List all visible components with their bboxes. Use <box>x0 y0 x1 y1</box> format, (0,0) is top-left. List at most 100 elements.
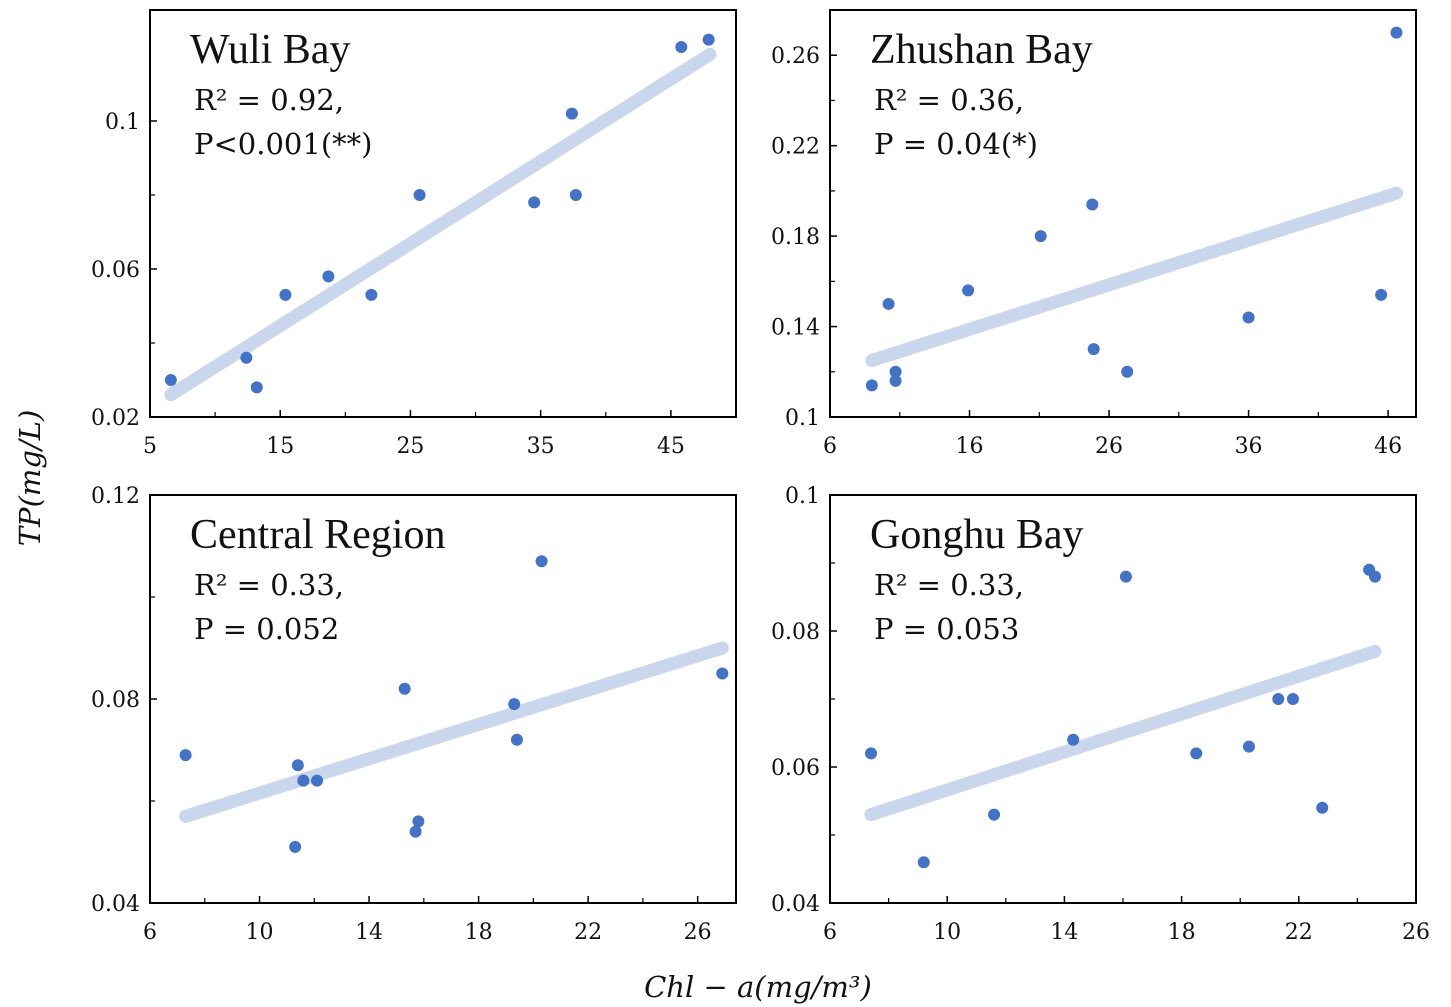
x-axis-title: Chl − a(mg/m³) <box>644 970 872 1004</box>
y-tick-label: 0.26 <box>771 44 820 69</box>
data-point <box>1121 365 1134 378</box>
data-point <box>889 365 902 378</box>
y-tick-label: 0.1 <box>785 406 820 431</box>
x-tick-label: 15 <box>266 434 294 459</box>
x-tick-label: 5 <box>143 434 157 459</box>
y-tick-label: 0.18 <box>771 225 820 250</box>
data-point <box>164 374 177 386</box>
data-point <box>289 840 302 853</box>
data-point <box>1119 570 1132 583</box>
data-point <box>1390 26 1403 39</box>
data-point <box>240 351 253 364</box>
p-value-label: P<0.001(**) <box>194 127 372 161</box>
regression-line <box>179 641 729 823</box>
x-tick-label: 46 <box>1374 434 1402 459</box>
data-point <box>1242 311 1255 324</box>
data-point <box>297 774 310 787</box>
x-tick-label: 6 <box>823 434 837 459</box>
panels: 0.02 0.06 0.1 5 15 25 35 45 Wuli Bay R² = 0.92, P<… <box>91 9 1430 945</box>
data-point <box>675 41 688 53</box>
x-tick-label: 14 <box>355 920 383 945</box>
chart-panel: 0.04 0.06 0.08 0.1 6 10 14 18 22 26 Gonghu Bay R² =… <box>771 484 1430 945</box>
r-squared-label: R² = 0.92, <box>194 83 344 117</box>
data-point <box>412 815 425 828</box>
data-point <box>565 107 578 120</box>
y-tick-label: 0.04 <box>771 892 820 917</box>
plot-frame <box>829 494 1417 904</box>
p-value-label: P = 0.04(*) <box>874 127 1038 161</box>
chart-panel: 0.04 0.08 0.12 6 10 14 18 22 26 Central Region R² … <box>91 484 737 945</box>
p-value-label: P = 0.053 <box>874 612 1019 646</box>
x-tick-label: 25 <box>396 434 424 459</box>
x-tick-label: 6 <box>823 920 837 945</box>
y-tick-label: 0.04 <box>91 892 140 917</box>
data-point <box>716 667 729 680</box>
data-point <box>1034 230 1047 243</box>
data-point <box>528 196 541 209</box>
x-tick-label: 10 <box>933 920 961 945</box>
panel-title: Wuli Bay <box>190 27 350 73</box>
data-point <box>1242 740 1255 753</box>
regression-line <box>164 47 717 402</box>
y-tick-label: 0.1 <box>105 110 140 135</box>
x-tick-label: 6 <box>143 920 157 945</box>
data-point <box>322 270 335 283</box>
data-point <box>1190 747 1203 760</box>
x-tick-label: 18 <box>1168 920 1196 945</box>
x-tick-label: 26 <box>684 920 712 945</box>
data-point <box>889 374 902 387</box>
data-point <box>279 288 292 301</box>
x-tick-label: 22 <box>1285 920 1313 945</box>
data-point <box>882 297 895 310</box>
x-tick-label: 26 <box>1095 434 1123 459</box>
y-tick-label: 0.06 <box>771 756 820 781</box>
data-point <box>291 759 304 772</box>
data-point <box>508 698 521 711</box>
x-tick-label: 18 <box>465 920 493 945</box>
x-tick-label: 35 <box>527 434 555 459</box>
y-tick-label: 0.06 <box>91 258 140 283</box>
data-point <box>865 379 878 392</box>
panel-title: Zhushan Bay <box>870 27 1093 73</box>
x-tick-label: 36 <box>1235 434 1263 459</box>
y-tick-label: 0.22 <box>771 135 820 160</box>
r-squared-label: R² = 0.33, <box>874 568 1024 602</box>
data-point <box>1286 693 1299 705</box>
y-axis-title: TP(mg/L) <box>13 410 47 547</box>
x-tick-label: 22 <box>574 920 602 945</box>
data-point <box>409 825 422 838</box>
p-value-label: P = 0.052 <box>194 612 339 646</box>
data-point <box>535 555 548 568</box>
x-tick-label: 14 <box>1050 920 1078 945</box>
data-point <box>1087 343 1100 356</box>
y-tick-label: 0.08 <box>91 688 140 713</box>
data-point <box>311 774 324 787</box>
chart-panel: 0.1 0.14 0.18 0.22 0.26 6 16 26 36 46 Zhushan Bay R… <box>771 9 1417 459</box>
data-point <box>398 682 411 695</box>
data-point <box>1368 570 1381 583</box>
panel-title: Gonghu Bay <box>870 512 1084 558</box>
data-point <box>510 733 523 746</box>
y-tick-label: 0.1 <box>785 484 820 509</box>
panel-title: Central Region <box>190 512 445 558</box>
data-point <box>1375 288 1388 301</box>
x-tick-label: 45 <box>657 434 685 459</box>
regression-line <box>864 644 1382 822</box>
chart-panel: 0.02 0.06 0.1 5 15 25 35 45 Wuli Bay R² = 0.92, P<… <box>91 9 737 459</box>
x-tick-label: 16 <box>956 434 984 459</box>
data-point <box>962 284 975 297</box>
data-point <box>569 189 582 201</box>
data-point <box>865 747 878 760</box>
r-squared-label: R² = 0.33, <box>194 568 344 602</box>
y-tick-label: 0.14 <box>771 316 820 341</box>
x-tick-label: 10 <box>246 920 274 945</box>
data-point <box>1086 198 1099 211</box>
regression-line <box>865 186 1403 367</box>
data-point <box>988 808 1001 821</box>
y-tick-label: 0.08 <box>771 620 820 645</box>
data-point <box>365 288 378 301</box>
plot-frame <box>149 494 737 904</box>
data-point <box>702 33 715 46</box>
data-point <box>250 381 263 394</box>
